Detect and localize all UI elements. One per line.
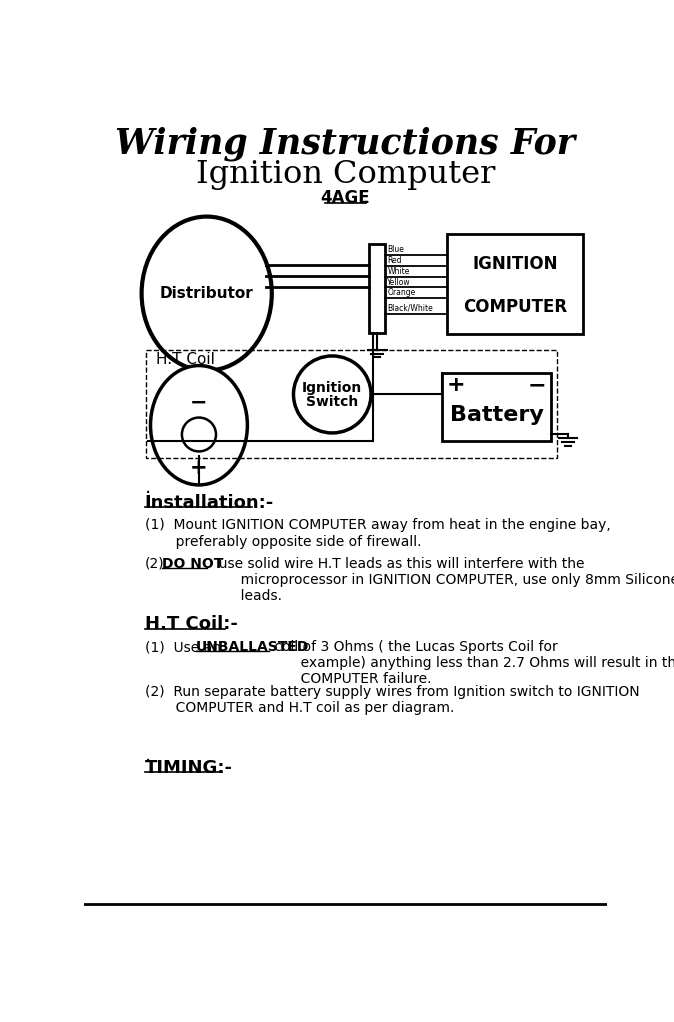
Text: Red: Red bbox=[388, 257, 402, 265]
Text: +: + bbox=[190, 458, 208, 477]
Text: −: − bbox=[528, 375, 546, 396]
Text: Installation:-: Installation:- bbox=[145, 494, 274, 512]
Text: coil of 3 Ohms ( the Lucas Sports Coil for
       example) anything less than 2.: coil of 3 Ohms ( the Lucas Sports Coil f… bbox=[270, 640, 674, 687]
Text: 4AGE: 4AGE bbox=[321, 189, 370, 207]
Text: Black/White: Black/White bbox=[388, 304, 433, 313]
Text: Ignition Computer: Ignition Computer bbox=[195, 159, 495, 190]
Text: Ignition: Ignition bbox=[302, 380, 363, 394]
Text: (2): (2) bbox=[145, 557, 164, 571]
Text: Blue: Blue bbox=[388, 245, 404, 254]
Circle shape bbox=[293, 356, 371, 433]
Ellipse shape bbox=[150, 366, 247, 484]
Text: (1)  Use an: (1) Use an bbox=[145, 640, 225, 654]
Text: .: . bbox=[145, 478, 151, 498]
Circle shape bbox=[182, 418, 216, 452]
Bar bbox=[146, 350, 557, 458]
Text: (1)  Mount IGNITION COMPUTER away from heat in the engine bay,
       preferably: (1) Mount IGNITION COMPUTER away from he… bbox=[145, 518, 611, 549]
Ellipse shape bbox=[142, 217, 272, 371]
Text: use solid wire H.T leads as this will interfere with the
       microprocessor i: use solid wire H.T leads as this will in… bbox=[210, 557, 674, 603]
Text: Distributor: Distributor bbox=[160, 286, 253, 301]
Text: −: − bbox=[190, 392, 208, 412]
Bar bbox=[442, 373, 551, 440]
Text: (2)  Run separate battery supply wires from Ignition switch to IGNITION
       C: (2) Run separate battery supply wires fr… bbox=[145, 685, 640, 715]
Text: Switch: Switch bbox=[306, 396, 359, 409]
Text: DO NOT: DO NOT bbox=[162, 557, 223, 571]
Text: White: White bbox=[388, 267, 410, 276]
Text: H.T Coil:-: H.T Coil:- bbox=[145, 615, 237, 634]
Text: +: + bbox=[447, 375, 466, 396]
Text: COMPUTER: COMPUTER bbox=[462, 298, 567, 317]
Text: Orange: Orange bbox=[388, 288, 416, 297]
Text: Battery: Battery bbox=[450, 406, 543, 425]
Text: Wiring Instructions For: Wiring Instructions For bbox=[115, 127, 576, 161]
Text: H.T Coil: H.T Coil bbox=[156, 353, 214, 367]
Text: Yellow: Yellow bbox=[388, 278, 411, 286]
Bar bbox=[369, 244, 385, 333]
Bar bbox=[447, 234, 582, 334]
Text: TIMING:-: TIMING:- bbox=[145, 758, 233, 777]
Text: IGNITION: IGNITION bbox=[472, 254, 557, 273]
Text: UNBALLASTED: UNBALLASTED bbox=[196, 640, 309, 654]
Text: .: . bbox=[145, 746, 151, 765]
